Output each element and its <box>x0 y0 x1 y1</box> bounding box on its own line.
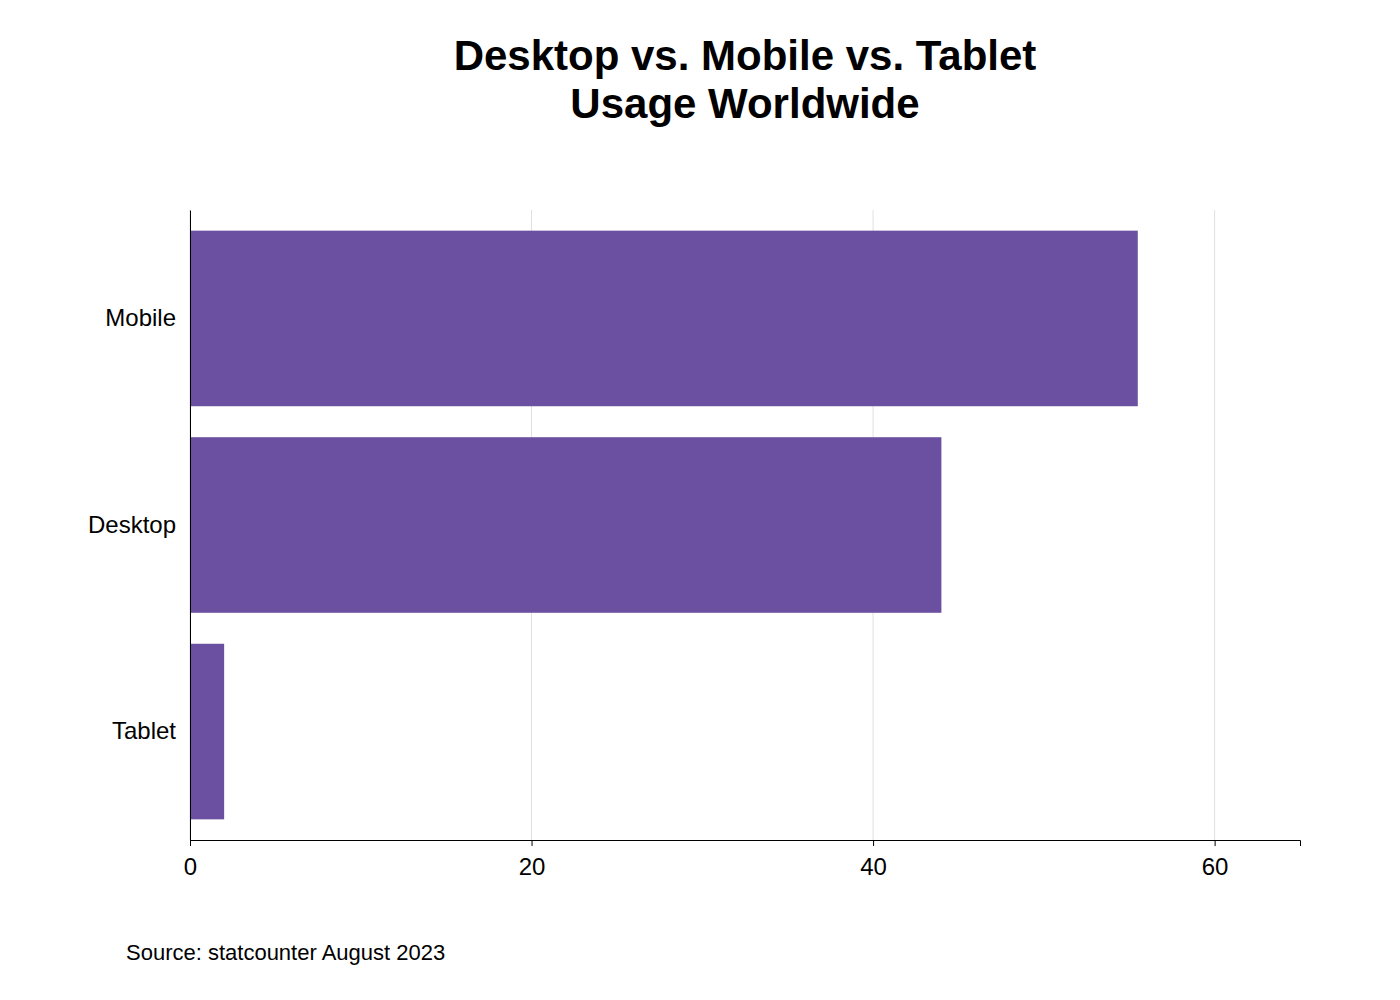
x-tick-label: 40 <box>860 853 887 880</box>
y-tick-label: Desktop <box>88 511 176 538</box>
bar <box>190 437 941 613</box>
grid-line <box>190 210 191 840</box>
x-tick-mark <box>873 840 874 846</box>
y-axis: Mobile Desktop Tablet <box>88 211 191 841</box>
x-tick: 40 <box>860 840 887 880</box>
x-tick-mark <box>532 840 533 846</box>
background <box>0 0 1400 1000</box>
x-tick: 0 <box>184 840 197 880</box>
x-axis-line <box>191 841 1301 847</box>
chart-title-line: Usage Worldwide <box>570 80 919 127</box>
source-note: Source: statcounter August 2023 <box>126 940 445 965</box>
chart-title: Desktop vs. Mobile vs. TabletUsage World… <box>454 32 1037 127</box>
bar <box>190 644 224 820</box>
x-tick-label: 60 <box>1202 853 1229 880</box>
x-tick: 60 <box>1202 840 1229 880</box>
chart-container: 0 20 40 60 Mobile Desktop Tablet Desktop vs. Mo… <box>0 0 1400 1000</box>
bar <box>190 231 1138 407</box>
x-tick: 20 <box>519 840 546 880</box>
y-tick-label: Mobile <box>105 304 176 331</box>
x-tick-label: 0 <box>184 853 197 880</box>
x-axis: 0 20 40 60 <box>184 840 1301 880</box>
chart-svg: 0 20 40 60 Mobile Desktop Tablet Desktop vs. Mo… <box>0 0 1400 1000</box>
chart-title-line: Desktop vs. Mobile vs. Tablet <box>454 32 1037 79</box>
x-tick-mark <box>190 840 191 846</box>
y-tick: Tablet <box>112 717 190 744</box>
y-tick: Mobile <box>105 304 190 331</box>
grid-line <box>1214 210 1215 840</box>
y-axis-line <box>190 211 191 841</box>
grid <box>190 210 1215 840</box>
x-tick-mark <box>1215 840 1216 846</box>
y-tick-label: Tablet <box>112 717 176 744</box>
x-tick-label: 20 <box>519 853 546 880</box>
y-tick: Desktop <box>88 511 190 538</box>
plot-area: 0 20 40 60 Mobile Desktop Tablet <box>88 210 1301 880</box>
bars <box>190 231 1138 820</box>
